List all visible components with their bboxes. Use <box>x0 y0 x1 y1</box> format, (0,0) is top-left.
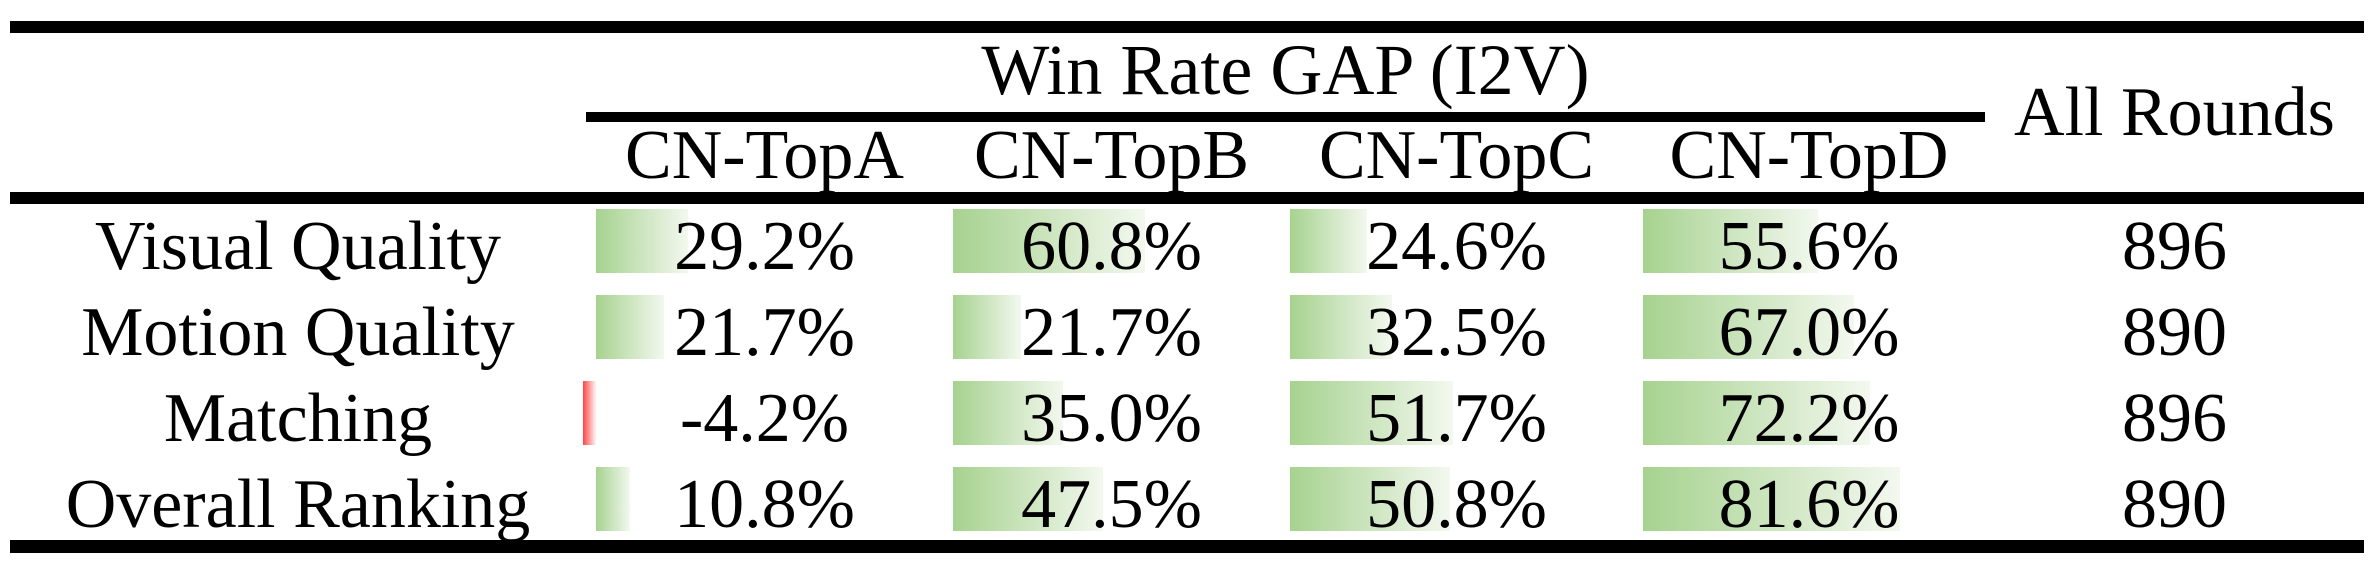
data-bar <box>1643 209 1818 273</box>
data-bar <box>1290 209 1367 273</box>
value-cell: 50.8% <box>1280 462 1633 548</box>
value-cell: 21.7% <box>586 290 943 376</box>
column-header-spacer <box>1985 120 2364 192</box>
data-bar <box>1643 467 1900 531</box>
data-bar <box>1290 467 1450 531</box>
table-row: Visual Quality 29.2% 60.8% 24.6% 55.6% 8… <box>10 204 2364 290</box>
group-header-underline <box>586 112 1985 122</box>
value-cell: -4.2% <box>583 376 943 462</box>
value-text: 51.7% <box>1366 380 1547 457</box>
value-cell: 10.8% <box>586 462 943 548</box>
all-rounds-value: 890 <box>2122 466 2227 543</box>
row-label: Motion Quality <box>81 294 515 371</box>
value-cell: 35.0% <box>943 376 1280 462</box>
column-header-cn-topd: CN-TopD <box>1669 117 1949 194</box>
row-label: Overall Ranking <box>65 466 531 543</box>
data-bar <box>1643 295 1854 359</box>
data-bar <box>1290 381 1453 445</box>
data-bar <box>583 381 596 445</box>
data-bar <box>953 381 1063 445</box>
all-rounds-value: 896 <box>2122 208 2227 285</box>
value-cell: 32.5% <box>1280 290 1633 376</box>
value-text: 35.0% <box>1021 380 1202 457</box>
data-bar <box>596 295 664 359</box>
value-cell: 21.7% <box>943 290 1280 376</box>
table-row: Overall Ranking 10.8% 47.5% 50.8% 81.6% … <box>10 462 2364 548</box>
value-cell: 29.2% <box>586 204 943 290</box>
column-header-row: CN-TopA CN-TopB CN-TopC CN-TopD <box>10 117 2364 194</box>
row-label: Visual Quality <box>94 208 502 285</box>
data-bar <box>953 295 1021 359</box>
table-row: Matching -4.2% 35.0% 51.7% 72.2% 896 <box>10 376 2364 462</box>
value-text: -4.2% <box>679 380 850 457</box>
table-body: Visual Quality 29.2% 60.8% 24.6% 55.6% 8… <box>10 204 2364 548</box>
data-bar <box>953 209 1145 273</box>
data-bar <box>596 209 688 273</box>
row-label: Matching <box>163 380 433 457</box>
value-text: 21.7% <box>1021 294 1202 371</box>
value-text: 21.7% <box>674 294 855 371</box>
value-cell: 60.8% <box>943 204 1280 290</box>
header-body-rule <box>10 192 2364 204</box>
group-header: Win Rate GAP (I2V) <box>981 29 1590 110</box>
value-text: 24.6% <box>1366 208 1547 285</box>
value-text: 81.6% <box>1718 466 1900 543</box>
table-row: Motion Quality 21.7% 21.7% 32.5% 67.0% 8… <box>10 290 2364 376</box>
all-rounds-value: 890 <box>2122 294 2227 371</box>
value-cell: 67.0% <box>1633 290 1985 376</box>
value-cell: 51.7% <box>1280 376 1633 462</box>
data-bar <box>953 467 1103 531</box>
value-cell: 81.6% <box>1633 462 1985 548</box>
value-text: 32.5% <box>1366 294 1547 371</box>
data-bar <box>1643 381 1870 445</box>
value-cell: 55.6% <box>1633 204 1985 290</box>
value-cell: 24.6% <box>1280 204 1633 290</box>
all-rounds-value: 896 <box>2122 380 2227 457</box>
column-header-cn-topc: CN-TopC <box>1318 117 1595 194</box>
data-bar <box>1290 295 1392 359</box>
data-bar <box>596 467 630 531</box>
value-text: 47.5% <box>1021 466 1202 543</box>
bottom-rule <box>10 540 2364 553</box>
value-text: 10.8% <box>674 466 855 543</box>
value-text: 50.8% <box>1366 466 1547 543</box>
value-cell: 47.5% <box>943 462 1280 548</box>
value-text: 72.2% <box>1718 380 1900 457</box>
value-text: 67.0% <box>1718 294 1900 371</box>
value-cell: 72.2% <box>1633 376 1985 462</box>
column-header-cn-topb: CN-TopB <box>973 117 1250 194</box>
empty-corner-cell <box>10 120 586 192</box>
value-text: 60.8% <box>1021 208 1202 285</box>
value-text: 55.6% <box>1718 208 1900 285</box>
all-rounds-header: All Rounds <box>2014 73 2335 151</box>
value-text: 29.2% <box>674 208 855 285</box>
top-rule <box>10 21 2364 33</box>
column-header-cn-topa: CN-TopA <box>625 117 904 194</box>
